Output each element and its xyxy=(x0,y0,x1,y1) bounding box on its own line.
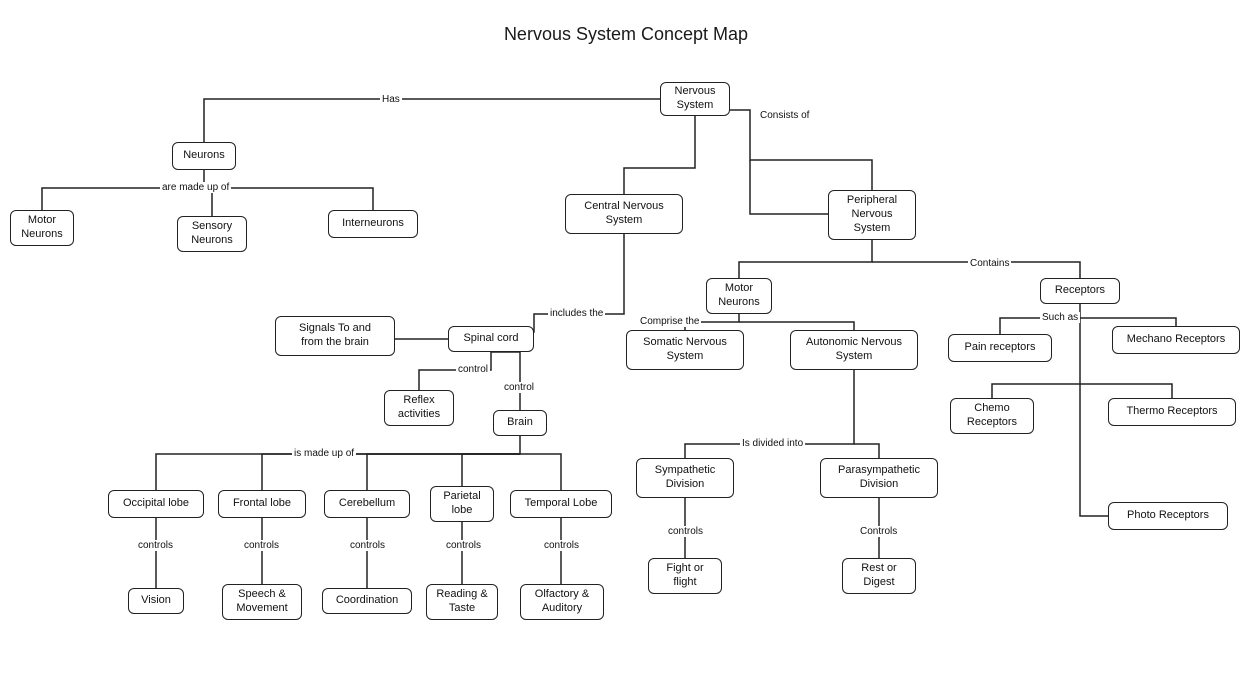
node-sensory_neurons: SensoryNeurons xyxy=(177,216,247,252)
node-olfactory: Olfactory &Auditory xyxy=(520,584,604,620)
node-interneurons: Interneurons xyxy=(328,210,418,238)
node-chemo: ChemoReceptors xyxy=(950,398,1034,434)
edge-label-is_made_of: is made up of xyxy=(292,448,356,459)
edge-label-contains: Contains xyxy=(968,258,1011,269)
node-parasympathetic: ParasympatheticDivision xyxy=(820,458,938,498)
edge-label-ctrl_para: Controls xyxy=(858,526,899,537)
node-photo: Photo Receptors xyxy=(1108,502,1228,530)
edge-label-has: Has xyxy=(380,94,402,105)
node-somatic: Somatic NervousSystem xyxy=(626,330,744,370)
node-reading: Reading &Taste xyxy=(426,584,498,620)
edge-label-consists_of: Consists of xyxy=(758,110,811,121)
node-neurons: Neurons xyxy=(172,142,236,170)
node-nervous_system: NervousSystem xyxy=(660,82,730,116)
node-mechano: Mechano Receptors xyxy=(1112,326,1240,354)
edge-label-such_as: Such as xyxy=(1040,312,1080,323)
node-vision: Vision xyxy=(128,588,184,614)
node-autonomic: Autonomic NervousSystem xyxy=(790,330,918,370)
node-frontal: Frontal lobe xyxy=(218,490,306,518)
node-occipital: Occipital lobe xyxy=(108,490,204,518)
node-parietal: Parietallobe xyxy=(430,486,494,522)
edge-label-includes_the: includes the xyxy=(548,308,605,319)
node-fight: Fight orflight xyxy=(648,558,722,594)
edge-label-comprise_the: Comprise the xyxy=(638,316,701,327)
node-cerebellum: Cerebellum xyxy=(324,490,410,518)
edge-label-made_up_of: are made up of xyxy=(160,182,231,193)
edge-label-ctrl_symp: controls xyxy=(666,526,705,537)
edge-label-ctrl_par: controls xyxy=(444,540,483,551)
edge-label-divided: Is divided into xyxy=(740,438,805,449)
node-spinal_cord: Spinal cord xyxy=(448,326,534,352)
node-brain: Brain xyxy=(493,410,547,436)
page-title: Nervous System Concept Map xyxy=(0,24,1252,45)
node-cns: Central NervousSystem xyxy=(565,194,683,234)
edge-label-ctrl_cer: controls xyxy=(348,540,387,551)
node-rest: Rest orDigest xyxy=(842,558,916,594)
edge-label-ctrl_fro: controls xyxy=(242,540,281,551)
node-temporal: Temporal Lobe xyxy=(510,490,612,518)
node-signals: Signals To andfrom the brain xyxy=(275,316,395,356)
node-pns: PeripheralNervousSystem xyxy=(828,190,916,240)
edge-label-ctrl_tem: controls xyxy=(542,540,581,551)
node-speech: Speech &Movement xyxy=(222,584,302,620)
node-motor_neurons_top: MotorNeurons xyxy=(10,210,74,246)
node-thermo: Thermo Receptors xyxy=(1108,398,1236,426)
node-pain: Pain receptors xyxy=(948,334,1052,362)
edge-label-ctrl_occ: controls xyxy=(136,540,175,551)
edge-label-control2: control xyxy=(502,382,536,393)
node-sympathetic: SympatheticDivision xyxy=(636,458,734,498)
node-motor_neurons_pns: MotorNeurons xyxy=(706,278,772,314)
node-coordination: Coordination xyxy=(322,588,412,614)
concept-map-canvas: Nervous System Concept Map NervousSystem… xyxy=(0,0,1252,675)
node-receptors: Receptors xyxy=(1040,278,1120,304)
edge-label-control1: control xyxy=(456,364,490,375)
node-reflex: Reflexactivities xyxy=(384,390,454,426)
